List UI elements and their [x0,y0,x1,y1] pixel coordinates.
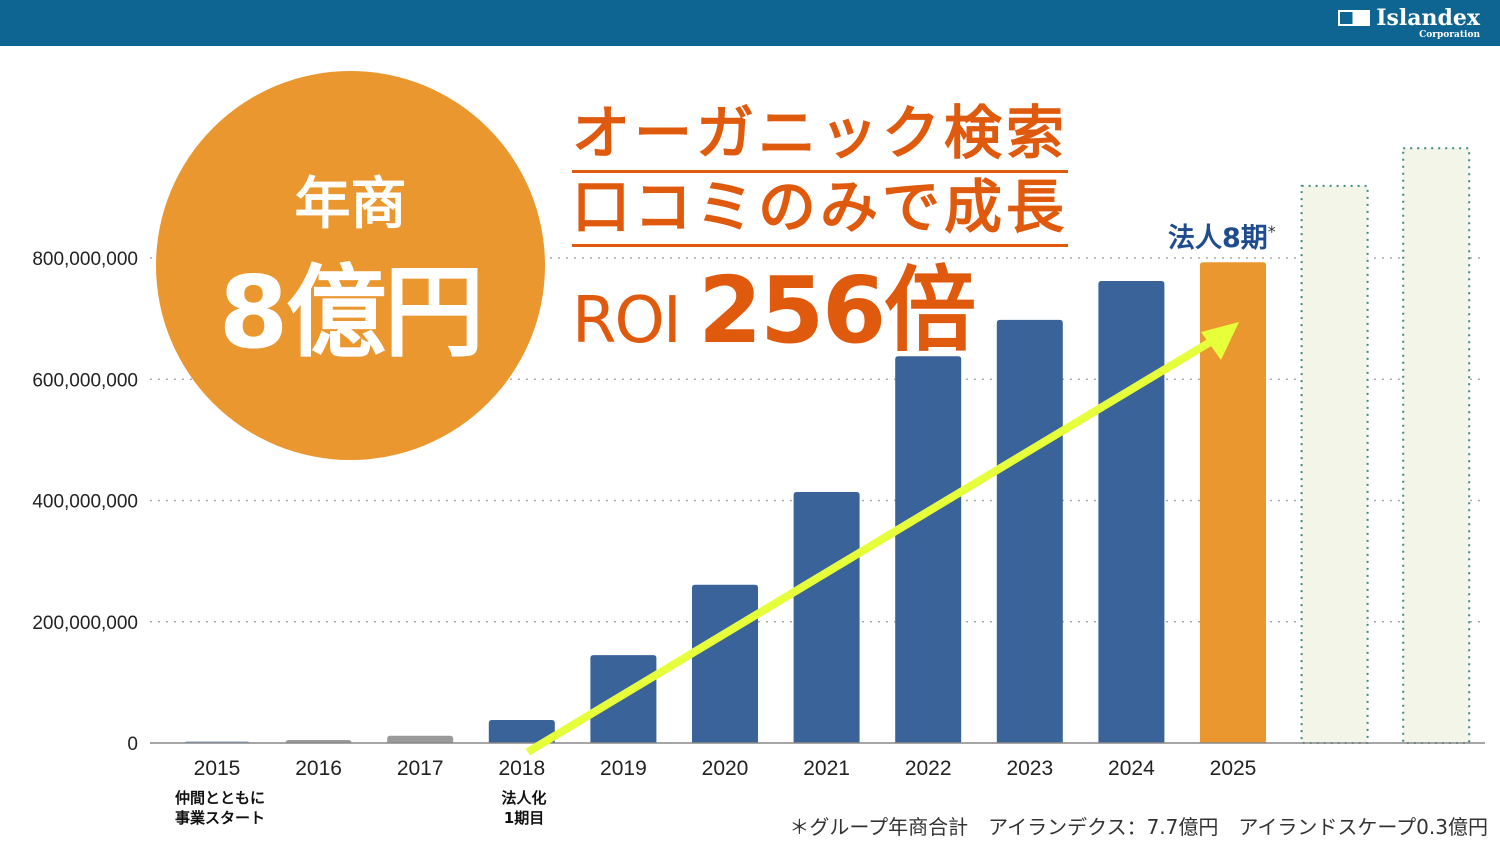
phase-text: 法人8期 [1168,223,1268,254]
note-2015: 仲間とともに 事業スタート [160,788,280,828]
note-line: 1期目 [503,809,545,827]
logo-sub: Corporation [1419,30,1480,40]
x-tick-label: 2015 [194,757,241,780]
note-line: 法人化 [501,789,547,807]
logo-name: Islandex [1376,5,1480,31]
note-2018: 法人化 1期目 [464,788,584,828]
projection-bar [1300,184,1369,744]
trend-arrow-head-icon [1201,322,1239,360]
y-tick-label: 200,000,000 [32,613,138,634]
x-tick-label: 2022 [905,757,952,780]
bar-2021 [793,492,860,743]
revenue-badge: 年商 8億円 [156,71,545,460]
bar-2025 [1200,262,1266,743]
x-tick-label: 2017 [397,757,444,780]
bar-2018 [488,719,555,743]
x-tick-label: 2024 [1108,757,1155,780]
note-line: 仲間とともに [174,789,265,807]
x-tick-label: 2023 [1006,757,1053,780]
roi-headline: ROI 256倍 [572,236,976,369]
phase-asterisk: * [1267,222,1276,241]
y-tick-label: 600,000,000 [32,370,138,391]
headline-line1: オーガニック検索 [572,86,1069,173]
bar-2016 [285,739,352,743]
note-line: 事業スタート [174,809,265,827]
company-logo: Islandex Corporation [1338,6,1480,40]
bar-2020 [692,584,758,743]
footnote: ＊グループ年商合計 アイランデクス：7.7億円 アイランドスケープ0.3億円 [789,815,1488,839]
badge-label: 年商 [294,172,407,237]
header-bar: Islandex Corporation [0,0,1500,46]
x-tick-label: 2021 [803,757,850,780]
roi-label: ROI [572,284,699,358]
x-tick-label: 2020 [702,757,749,780]
x-tick-label: 2018 [498,757,545,780]
y-tick-label: 400,000,000 [32,492,138,513]
bar-2017 [387,735,454,743]
x-tick-label: 2019 [600,757,647,780]
y-tick-label: 0 [127,734,138,755]
bar-2022 [895,356,962,743]
badge-value: 8億円 [218,254,485,371]
roi-value: 256倍 [698,257,976,364]
projection-bar [1402,147,1471,745]
y-tick-label: 800,000,000 [32,249,138,270]
x-tick-label: 2025 [1210,757,1257,780]
trend-arrow-line [525,334,1220,756]
bar-2023 [996,319,1063,743]
phase-label: 法人8期* [1168,216,1276,255]
logo-mark-icon [1338,10,1371,26]
bar-2024 [1098,281,1165,743]
x-tick-label: 2016 [295,757,342,780]
headline-line2: 口コミのみで成長 [572,160,1069,247]
